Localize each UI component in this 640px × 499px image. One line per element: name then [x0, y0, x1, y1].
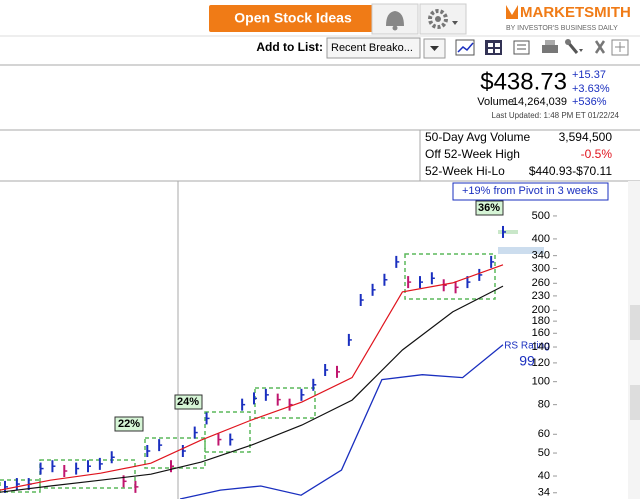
y-tick-label: 80 [538, 399, 550, 411]
y-tick-label: 100 [532, 376, 550, 388]
stat-value: -0.5% [581, 147, 613, 161]
y-tick-label: 120 [532, 357, 550, 369]
buy-zone [498, 247, 544, 254]
volume: 14,264,039 [512, 96, 567, 108]
gain-label: 36% [478, 202, 500, 214]
stat-label: 52-Week Hi-Lo [425, 164, 505, 178]
y-tick-label: 160 [532, 327, 550, 339]
gain: +536% [572, 96, 607, 108]
chart-icons[interactable] [455, 39, 629, 56]
gain-box [475, 200, 504, 216]
stat-label: 50-Day Avg Volume [425, 130, 531, 144]
button-label: Open Stock Ideas [234, 10, 352, 26]
y-tick-label: 180 [532, 315, 550, 327]
bell-icon[interactable] [371, 3, 419, 35]
logo-sub: BY INVESTOR'S BUSINESS DAILY [506, 25, 618, 32]
list-select[interactable] [326, 37, 421, 59]
stat-value: 3,594,500 [559, 130, 613, 144]
price-chart: +19% from Pivot in 3 weeks 36% 24% 22% R… [0, 181, 609, 499]
change: +15.37 [572, 69, 606, 81]
stat-value: $440.93-$70.11 [529, 164, 613, 178]
pivot-note-box [452, 182, 609, 201]
base-boxes [0, 253, 496, 493]
stats-table: 50-Day Avg Volume 3,594,500 Off 52-Week … [425, 130, 612, 178]
gain-box [174, 394, 203, 410]
y-tick-label: 50 [538, 447, 550, 459]
200-day-line [0, 285, 504, 493]
gain-label: 22% [118, 418, 140, 430]
dropdown-arrow [430, 46, 439, 51]
y-tick-label: 340 [532, 250, 550, 262]
stat-label: Off 52-Week High [425, 147, 520, 161]
y-tick-label: 40 [538, 470, 550, 482]
gain-box [114, 416, 144, 432]
scroll-tab[interactable] [630, 305, 640, 340]
pivot-note: +19% from Pivot in 3 weeks [462, 185, 599, 197]
y-tick-label: 34 [538, 487, 550, 499]
change-percent: +3.63% [572, 83, 610, 95]
settings-icon[interactable] [419, 3, 467, 35]
list-select-value: Recent Breako... [331, 42, 413, 54]
y-tick-label: 260 [532, 277, 550, 289]
y-tick-label: 200 [532, 304, 550, 316]
rs-label: RS Rating [504, 341, 550, 352]
pivot-zone [498, 230, 518, 234]
logo-mark [506, 5, 518, 19]
y-tick-label: 60 [538, 428, 550, 440]
logo: MARKETSMITH [520, 4, 631, 21]
scroll-tab[interactable] [630, 385, 640, 420]
50-day-line [0, 264, 504, 491]
gain-label: 24% [177, 396, 199, 408]
open-stock-ideas-button[interactable] [209, 5, 377, 32]
rs-line [179, 344, 504, 499]
add-to-list-label: Add to List: [256, 40, 323, 54]
price: $438.73 [480, 68, 567, 95]
y-tick-label: 140 [532, 341, 550, 353]
last-updated: Last Updated: 1:48 PM ET 01/22/24 [492, 111, 620, 120]
volume-label: Volume [477, 96, 514, 108]
y-tick-label: 400 [532, 233, 550, 245]
y-tick-label: 300 [532, 262, 550, 274]
rs-rating: 99 [519, 353, 535, 369]
y-tick-label: 500 [532, 210, 550, 222]
y-tick-label: 230 [532, 290, 550, 302]
